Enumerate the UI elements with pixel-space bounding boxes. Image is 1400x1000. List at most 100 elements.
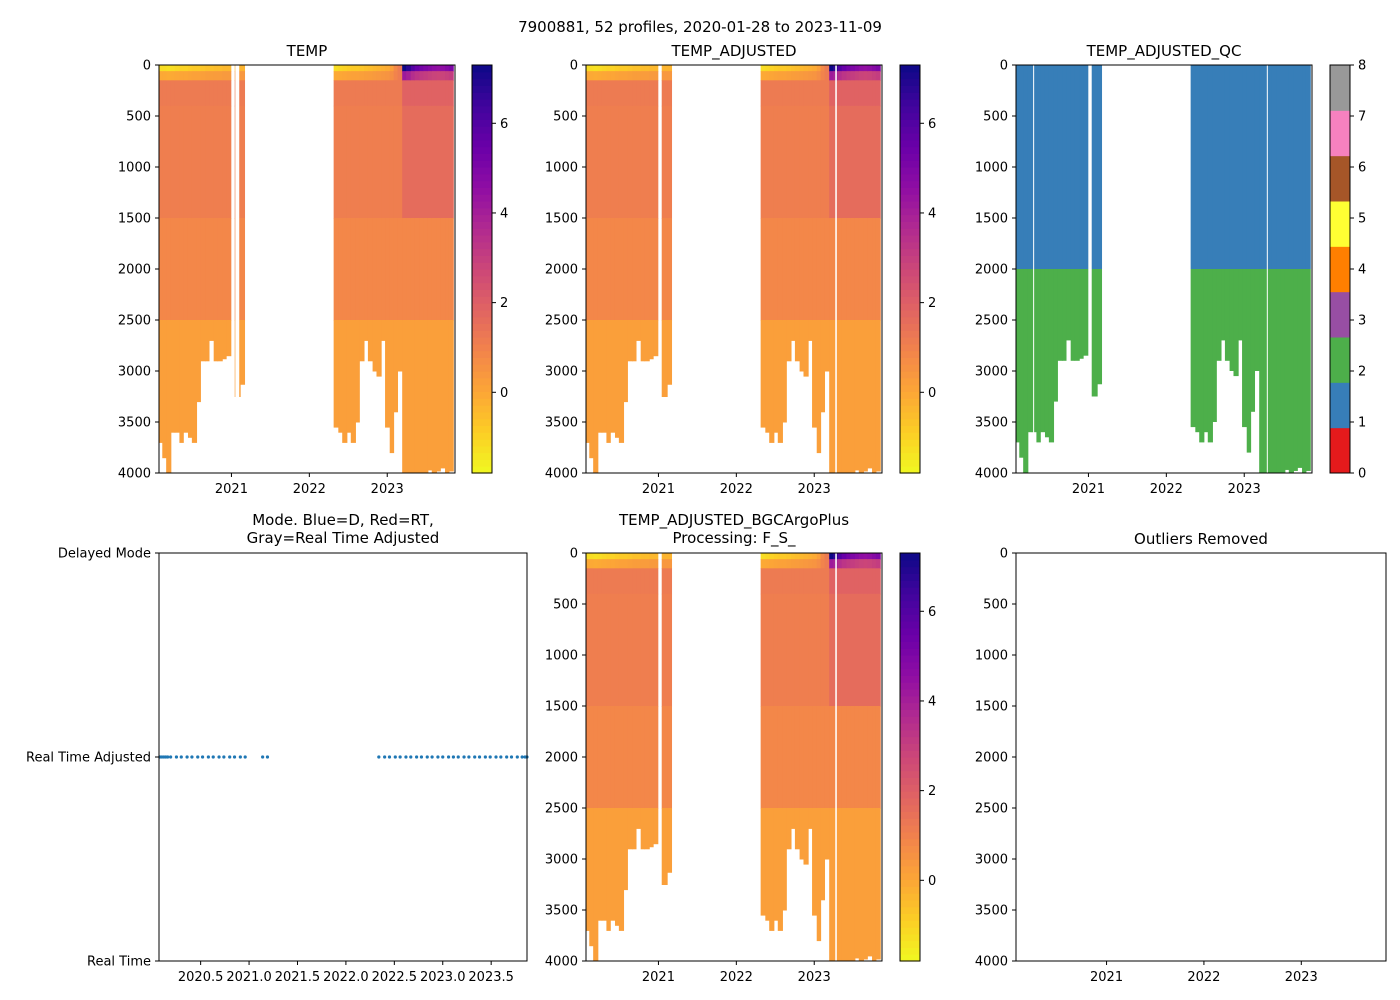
y-tick-label: 2000 — [975, 263, 1008, 278]
heatmap-cell — [627, 808, 633, 850]
colorbar-segment — [900, 947, 920, 955]
heatmap-cell — [414, 105, 420, 219]
heatmap-cell — [397, 218, 403, 321]
axes-temp: TEMP 0 2 4 6 0 500 1000 1500 2000 2500 3000 3500 4000… — [118, 42, 508, 497]
heatmap-cell — [653, 65, 659, 72]
heatmap-cell — [782, 808, 787, 911]
y-tick-label: 2500 — [975, 802, 1008, 817]
mode-point — [488, 755, 492, 759]
heatmap-cell — [820, 105, 826, 219]
heatmap-cell — [174, 65, 180, 72]
heatmap-cell — [667, 559, 673, 569]
colorbar-segment — [900, 241, 920, 250]
heatmap-cell — [760, 105, 766, 219]
heatmap-cell — [773, 808, 779, 921]
heatmap-cell — [867, 65, 873, 72]
heatmap-cell — [423, 218, 429, 321]
chart-title: Outliers Removed — [1134, 530, 1268, 548]
heatmap-cell — [850, 65, 856, 72]
heatmap-cell — [381, 80, 386, 107]
qc-cell-flag1 — [1048, 65, 1055, 269]
heatmap-cell — [854, 553, 860, 560]
heatmap-cell — [355, 218, 360, 321]
heatmap-cell — [179, 105, 184, 219]
colorbar-frame — [1329, 64, 1351, 474]
heatmap-cell — [640, 218, 646, 321]
colorbar-segment — [900, 377, 920, 386]
heatmap-cell — [217, 320, 223, 362]
heatmap-cell — [159, 71, 163, 81]
heatmap-cell — [610, 559, 616, 569]
mode-point — [404, 755, 408, 759]
heatmap-cell — [162, 71, 167, 81]
heatmap-cell — [812, 568, 818, 595]
heatmap-cell — [440, 218, 446, 321]
colorbar-segment — [900, 180, 920, 188]
mode-point — [190, 755, 194, 759]
heatmap-cell — [414, 80, 420, 107]
heatmap-cell — [667, 553, 673, 560]
heatmap-cell — [803, 105, 809, 219]
heatmap-cell — [589, 71, 594, 81]
x-tick-label: 2023 — [798, 482, 831, 497]
heatmap-cell — [350, 80, 356, 107]
heatmap-cell — [209, 218, 215, 321]
qc-cell-flag2 — [1238, 269, 1243, 341]
heatmap-cell — [875, 553, 881, 560]
qc-cell-flag1 — [1284, 65, 1290, 269]
heatmap-cell — [636, 218, 642, 321]
heatmap-cell — [846, 808, 851, 961]
qc-cell-flag1 — [1263, 65, 1269, 269]
x-tick-label: 2021 — [215, 482, 248, 497]
colorbar-segment — [900, 668, 920, 676]
heatmap-cell — [614, 593, 620, 707]
x-tick-label: 2023 — [1285, 970, 1318, 985]
colorbar-segment — [472, 160, 492, 168]
heatmap-cell — [159, 80, 163, 107]
heatmap-cell — [837, 593, 843, 707]
colorbar-segment — [900, 255, 920, 263]
heatmap-cell — [240, 320, 246, 385]
colorbar-frame — [899, 552, 921, 962]
colorbar-segment — [472, 139, 492, 148]
heatmap-cell — [589, 593, 594, 707]
y-tick-label: 1500 — [545, 212, 578, 227]
heatmap-cell — [765, 218, 770, 321]
heatmap-cell — [765, 553, 770, 560]
colorbar-segment — [472, 418, 492, 426]
heatmap-cell — [162, 80, 167, 107]
y-tick-label: 4000 — [545, 955, 578, 970]
colorbar-segment — [900, 607, 920, 615]
colorbar-segment — [900, 235, 920, 243]
heatmap-cell — [644, 80, 650, 107]
heatmap-cell — [786, 320, 792, 362]
heatmap-cell — [773, 706, 779, 809]
qc-cell-flag1 — [1203, 65, 1209, 269]
colorbar-segment — [900, 682, 920, 690]
heatmap-cell — [431, 320, 437, 473]
colorbar-segment — [900, 139, 920, 148]
colorbar-segment — [472, 350, 492, 358]
heatmap-cell — [812, 593, 818, 707]
heatmap-cell — [653, 553, 659, 560]
heatmap-cell — [791, 218, 796, 321]
heatmap-cell — [777, 706, 783, 809]
heatmap-cell — [191, 80, 198, 107]
heatmap-cell — [816, 80, 822, 107]
heatmap-cell — [406, 218, 412, 321]
heatmap-cell — [376, 320, 382, 377]
qc-cell-flag2 — [1233, 269, 1239, 377]
qc-cell-flag1 — [1036, 65, 1041, 269]
qc-cell-flag1 — [1016, 65, 1020, 269]
heatmap-cell — [159, 320, 163, 443]
colorbar-tick-label: 4 — [1358, 263, 1366, 278]
heatmap-cell — [816, 808, 822, 942]
mode-point — [387, 755, 392, 759]
heatmap-cell — [597, 80, 603, 107]
heatmap-cell — [812, 80, 818, 107]
heatmap-cell — [875, 559, 881, 569]
colorbar-swatch-8 — [1330, 65, 1350, 111]
heatmap-cell — [410, 320, 416, 473]
heatmap-cell — [661, 568, 668, 595]
heatmap-cell — [644, 568, 650, 595]
